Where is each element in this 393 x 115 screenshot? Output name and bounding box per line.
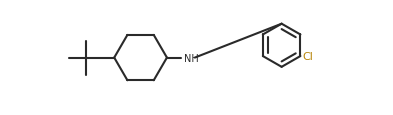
Text: NH: NH <box>184 53 199 63</box>
Text: Cl: Cl <box>303 52 314 62</box>
